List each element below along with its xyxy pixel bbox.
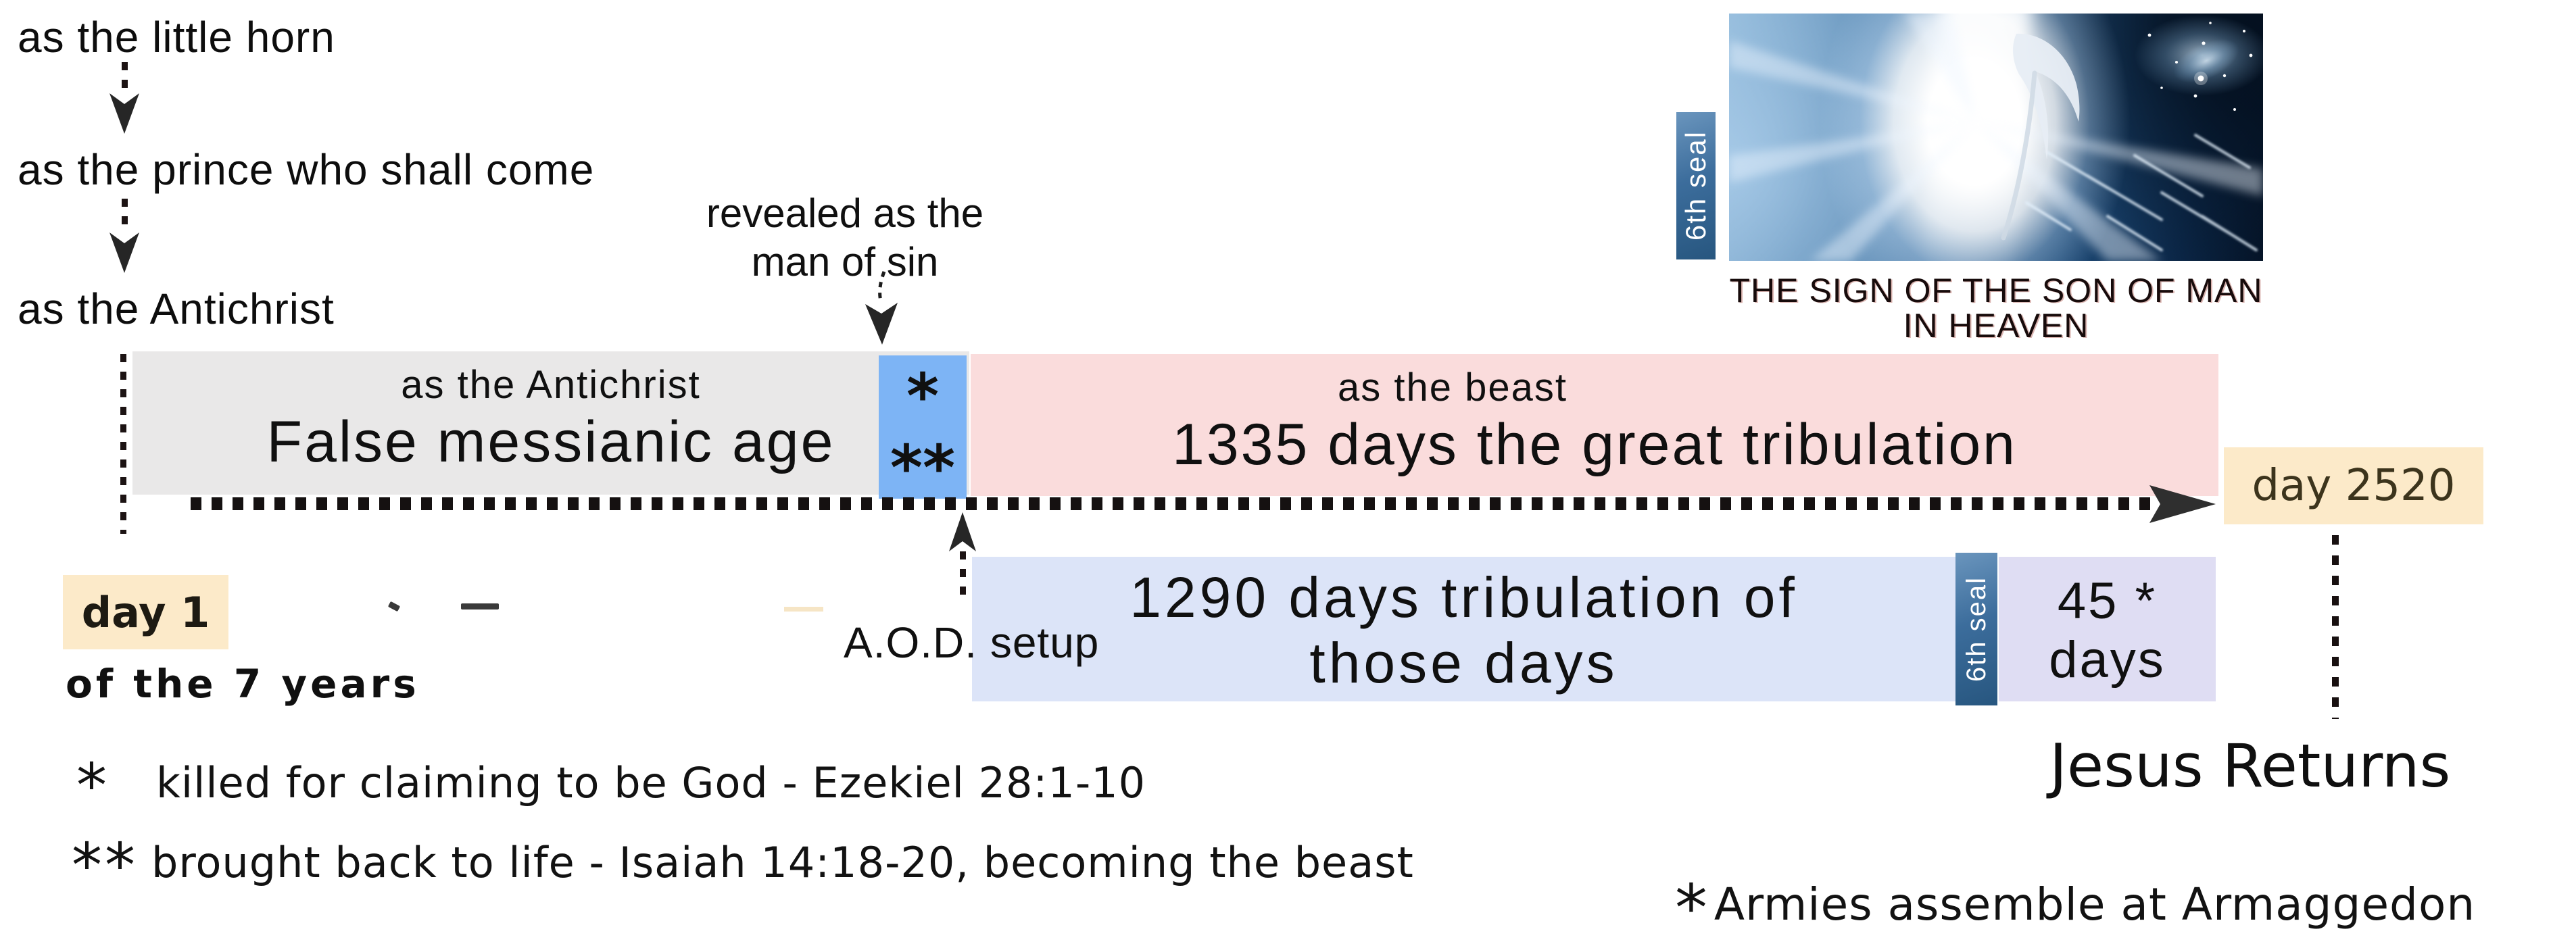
arrow-up-icon — [949, 512, 976, 551]
revived-asterisk: ** — [890, 432, 956, 505]
gray-bar-line2: False messianic age — [266, 409, 835, 474]
aod-dotted-stem — [960, 551, 966, 601]
days-45-box: 45 * days — [1999, 557, 2216, 701]
sixth-seal-image-label: 6th seal — [1676, 112, 1716, 259]
revealed-line2: man of sin — [751, 239, 939, 284]
sixth-seal-image-text: 6th seal — [1680, 130, 1711, 241]
footnote2-text: brought back to life - Isaiah 14:18-20, … — [151, 837, 1414, 887]
sixth-seal-bar-text: 6th seal — [1961, 576, 1991, 682]
false-messianic-age-bar: as the Antichrist False messianic age — [132, 351, 969, 495]
pink-bar-line2: 1335 days the great tribulation — [1171, 412, 2017, 477]
image-caption: THE SIGN OF THE SON OF MAN IN HEAVEN — [1729, 273, 2263, 343]
lav-bar-line2: those days — [1309, 631, 1618, 695]
caption-line2: IN HEAVEN — [1903, 307, 2089, 345]
stage-prince: as the prince who shall come — [18, 145, 595, 194]
great-tribulation-bar: as the beast 1335 days the great tribula… — [971, 354, 2218, 496]
son-of-man-sign-image — [1729, 14, 2263, 261]
day-2520-box: day 2520 — [2224, 447, 2483, 524]
revealed-line1: revealed as the — [706, 191, 984, 236]
days45-line2: days — [2049, 631, 2166, 689]
stage-little-horn: as the little horn — [18, 13, 335, 61]
dotted-connector-2 — [122, 199, 128, 232]
gray-bar-line1: as the Antichrist — [401, 363, 701, 407]
killed-asterisk: * — [906, 360, 940, 433]
dotted-connector-1 — [122, 62, 128, 95]
days45-line1: 45 * — [2057, 572, 2158, 630]
sixth-seal-bar-label: 6th seal — [1955, 553, 1997, 705]
day-1-box: day 1 — [63, 575, 228, 649]
day2520-dotted-line — [2332, 535, 2339, 719]
revealed-man-of-sin-label: revealed as the man of sin — [649, 189, 1041, 287]
erased-mark — [387, 601, 401, 612]
arrow-right-icon — [2149, 485, 2216, 523]
timeline-dotted-axis — [191, 497, 2151, 510]
footnote-killed: * killed for claiming to be God - Ezekie… — [76, 751, 1146, 822]
pink-bar-line1: as the beast — [1338, 366, 1568, 409]
footnote3-text: Armies assemble at Armaggedon — [1714, 878, 2476, 930]
footnote-revived: ** brought back to life - Isaiah 14:18-2… — [72, 831, 1414, 901]
caption-line1: THE SIGN OF THE SON OF MAN — [1729, 272, 2263, 309]
day1-dotted-line — [120, 354, 126, 534]
erased-mark — [461, 603, 499, 609]
lav-bar-line1: 1290 days tribulation of — [1129, 566, 1798, 629]
man-of-sin-marker: * ** — [879, 355, 967, 499]
arrow-down-icon — [110, 232, 139, 273]
day-1-label: day 1 — [81, 587, 210, 637]
tribulation-1290-bar: 1290 days tribulation of those days — [972, 557, 1955, 701]
heaven-image-overlay — [1729, 14, 2263, 261]
stage-antichrist: as the Antichrist — [18, 284, 335, 333]
jesus-returns-label: Jesus Returns — [2049, 731, 2451, 801]
footnote-armies: * Armies assemble at Armaggedon — [1675, 870, 2476, 946]
day-2520-label: day 2520 — [2252, 461, 2456, 511]
erased-mark — [784, 607, 823, 612]
footnote1-text: killed for claiming to be God - Ezekiel … — [156, 757, 1146, 807]
arrow-down-icon — [110, 93, 139, 134]
scythe-sign — [2001, 33, 2080, 241]
aod-setup-label: A.O.D. setup — [844, 618, 1100, 667]
arrow-down-small-icon — [865, 271, 898, 345]
day-1-sublabel: of the 7 years — [66, 661, 420, 707]
